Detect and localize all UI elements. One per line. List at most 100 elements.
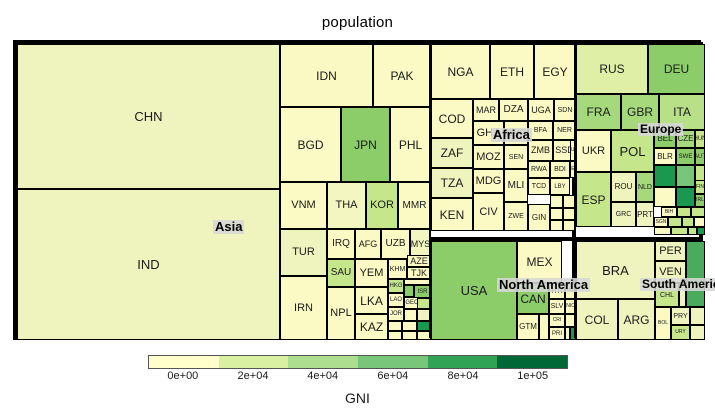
treemap-cell-HUN[interactable]: HUN <box>695 130 705 148</box>
treemap-cell-SEN[interactable]: SEN <box>504 145 528 169</box>
treemap-cell-HKG[interactable]: HKG <box>388 279 404 293</box>
treemap-cell-COL[interactable]: COL <box>576 299 618 340</box>
treemap-cell-UZB[interactable]: UZB <box>381 229 410 259</box>
treemap-cell[interactable] <box>402 321 417 331</box>
treemap-cell-MAR[interactable]: MAR <box>473 99 499 121</box>
treemap-cell-CHN[interactable]: CHN <box>17 44 280 189</box>
treemap-cell[interactable] <box>691 207 705 217</box>
treemap-cell[interactable] <box>682 217 694 227</box>
treemap-cell-IND[interactable]: IND <box>17 189 280 340</box>
treemap-cell-MOZ[interactable]: MOZ <box>473 145 504 169</box>
treemap-cell-POL[interactable]: POL <box>611 130 654 172</box>
treemap-cell-LAO[interactable]: LAO <box>388 293 404 307</box>
treemap-cell[interactable] <box>690 325 705 340</box>
treemap-cell-JPN[interactable]: JPN <box>341 107 390 182</box>
treemap-cell-AUT[interactable]: AUT <box>695 148 705 165</box>
treemap-cell[interactable] <box>404 309 417 321</box>
treemap-cell-PRI[interactable]: PRI <box>549 327 565 340</box>
treemap-cell-CRI[interactable]: CRI <box>549 314 565 327</box>
treemap-cell-SGN[interactable]: SGN <box>654 217 668 227</box>
treemap-cell[interactable] <box>550 220 563 231</box>
treemap-cell-BGD[interactable]: BGD <box>280 107 341 182</box>
treemap-cell-SLV[interactable]: SLV <box>549 299 565 314</box>
treemap-cell-MDG[interactable]: MDG <box>473 169 504 193</box>
treemap-cell-MMR[interactable]: MMR <box>398 182 431 229</box>
treemap-cell-NER[interactable]: NER <box>553 121 576 140</box>
treemap-cell-JOR[interactable]: JOR <box>388 307 404 321</box>
treemap-cell-KHM[interactable]: KHM <box>388 259 407 279</box>
treemap-cell-BOL[interactable]: BOL <box>655 307 671 340</box>
treemap-cell-IDN[interactable]: IDN <box>280 44 373 107</box>
treemap-cell-TJK[interactable]: TJK <box>407 267 431 279</box>
treemap-cell-DEU[interactable]: DEU <box>648 44 705 94</box>
treemap-cell-NPL[interactable]: NPL <box>327 287 355 340</box>
treemap-cell[interactable] <box>388 321 402 331</box>
treemap-cell-PHL[interactable]: PHL <box>390 107 431 182</box>
treemap-cell[interactable] <box>654 165 676 187</box>
treemap-cell-KAZ[interactable]: KAZ <box>355 314 388 340</box>
treemap-cell[interactable] <box>677 207 691 217</box>
treemap-cell-ZAF[interactable]: ZAF <box>431 138 473 168</box>
treemap-cell-IRL[interactable]: IRL <box>695 194 705 207</box>
treemap-cell-LKA[interactable]: LKA <box>355 287 388 314</box>
treemap-cell[interactable] <box>676 165 695 187</box>
treemap-cell-PRT[interactable]: PRT <box>636 202 654 227</box>
treemap-cell[interactable] <box>676 187 695 207</box>
treemap-cell-COD[interactable]: COD <box>431 99 473 138</box>
treemap-cell[interactable] <box>694 217 705 227</box>
treemap-cell[interactable] <box>686 241 705 307</box>
treemap-cell[interactable] <box>388 331 402 340</box>
treemap-cell-SWE[interactable]: SWE <box>676 148 695 165</box>
treemap-cell[interactable] <box>688 227 697 235</box>
treemap-cell[interactable] <box>550 208 563 220</box>
treemap-cell-GRC[interactable]: GRC <box>611 202 636 227</box>
treemap-cell-DZA[interactable]: DZA <box>499 99 528 121</box>
treemap-cell-RWA[interactable]: RWA <box>528 161 550 178</box>
treemap-cell-ROU[interactable]: ROU <box>611 172 636 202</box>
treemap-cell-AZE[interactable]: AZE <box>407 255 431 267</box>
treemap-cell-IRN[interactable]: IRN <box>280 276 327 340</box>
treemap-cell[interactable] <box>404 285 414 297</box>
treemap-group-south-america[interactable]: BRA COL ARG PER VEN CHL BOL PRY URY South America <box>574 239 715 340</box>
treemap-group-africa[interactable]: NGAETHEGYCODMARDZAUGASDNZAFGHACMRBFANERM… <box>429 42 578 239</box>
treemap-cell-FIN[interactable]: FIN <box>695 180 705 194</box>
treemap-cell-SAU[interactable]: SAU <box>327 259 355 287</box>
treemap-group-asia[interactable]: CHN IND IDN PAK BGD JPN PHL VNM THA KOR MMR TUR IRQ A… <box>15 42 431 340</box>
treemap-cell-YEM[interactable]: YEM <box>355 259 388 287</box>
treemap-cell[interactable] <box>654 187 676 207</box>
treemap-cell-IRQ[interactable]: IRQ <box>327 229 355 259</box>
treemap-cell-EGY[interactable]: EGY <box>534 44 576 99</box>
treemap-cell-PER[interactable]: PER <box>655 241 686 261</box>
treemap-cell-ARG[interactable]: ARG <box>618 299 655 340</box>
treemap-cell-GTM[interactable]: GTM <box>517 314 539 340</box>
treemap-cell-BLR[interactable]: BLR <box>654 148 676 165</box>
treemap-cell-VNM[interactable]: VNM <box>280 182 327 229</box>
treemap-cell-CIV[interactable]: CIV <box>473 193 504 231</box>
treemap-cell[interactable] <box>690 307 705 325</box>
treemap-group-europe[interactable]: RUS DEU FRA GBR ITA UKR POL BEL CZEHUN BLR SWEAUT E… <box>574 42 705 239</box>
treemap-cell-FRA[interactable]: FRA <box>576 94 621 130</box>
treemap-cell-ZWE[interactable]: ZWE <box>504 202 528 231</box>
treemap-cell[interactable] <box>654 227 671 235</box>
treemap-cell[interactable] <box>671 227 688 235</box>
treemap-cell-GIN[interactable]: GIN <box>528 204 550 231</box>
treemap-cell[interactable] <box>550 195 563 208</box>
treemap-cell-MLI[interactable]: MLI <box>504 169 528 202</box>
treemap-cell-BFA[interactable]: BFA <box>528 121 553 140</box>
treemap-cell-PAK[interactable]: PAK <box>373 44 431 107</box>
treemap-cell-BIH[interactable]: BIH <box>661 207 677 217</box>
treemap-cell-TZA[interactable]: TZA <box>431 168 473 198</box>
treemap-cell-URY[interactable]: URY <box>671 325 690 340</box>
treemap-cell-KOR[interactable]: KOR <box>366 182 398 229</box>
treemap-cell[interactable] <box>565 327 570 340</box>
treemap-cell-LBY[interactable]: LBY <box>550 178 570 195</box>
treemap-cell-ESP[interactable]: ESP <box>576 172 611 227</box>
treemap-cell-AFG[interactable]: AFG <box>355 229 381 259</box>
treemap-cell-UKR[interactable]: UKR <box>576 130 611 172</box>
treemap-cell-TUR[interactable]: TUR <box>280 229 327 276</box>
treemap-cell-TCD[interactable]: TCD <box>528 178 550 195</box>
treemap-cell[interactable] <box>668 217 682 227</box>
treemap-cell[interactable] <box>539 314 549 340</box>
treemap-cell-UGA[interactable]: UGA <box>528 99 554 121</box>
treemap-cell-NGA[interactable]: NGA <box>431 44 490 99</box>
